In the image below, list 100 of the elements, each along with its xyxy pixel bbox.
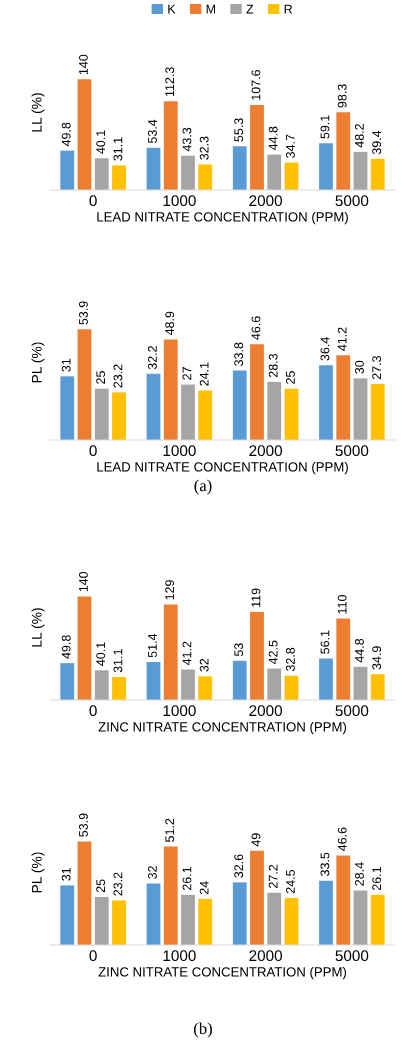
data-label: 30 [355,360,364,374]
bar [181,155,195,190]
bar [198,676,213,700]
data-label: 48.9 [165,311,175,336]
bar [112,392,126,440]
x-tick-label: 1000 [163,950,196,962]
data-label: 27.3 [372,355,382,380]
data-label: 129 [165,580,175,600]
x-axis-title: LEAD NITRATE CONCENTRATION (PPM) [97,461,348,475]
bar [284,388,299,440]
x-tick-label: 0 [89,195,97,207]
data-label: 27.2 [268,864,278,888]
bar [250,344,264,440]
text: (b) [194,1022,212,1038]
bar [112,900,126,945]
data-label: 40.1 [96,642,106,666]
legend-label: K [168,4,176,14]
bar [232,370,247,440]
bar [198,898,213,945]
bar [146,883,161,945]
data-label: 33.8 [234,342,244,366]
bar [336,355,351,440]
bar [353,378,368,440]
data-label: 48.2 [355,124,364,148]
data-label: 59.1 [320,115,330,139]
y-axis-title: PL (%) [31,852,45,893]
bar [77,596,92,700]
bar [198,164,213,190]
data-label: 53 [234,643,244,657]
bar [319,143,333,190]
data-label: 31 [61,358,71,372]
x-tick-label: 2000 [249,445,283,457]
bar [353,890,368,945]
data-label: 26.1 [372,866,382,891]
bar [370,894,385,945]
bar [370,383,385,440]
bar [250,611,264,700]
data-label: 56.1 [320,630,330,654]
bar [370,158,385,190]
data-label: 49.8 [61,122,71,147]
bar [77,329,92,440]
data-label: 41.2 [337,327,347,351]
bar [94,158,109,190]
bar [353,666,368,700]
bar [267,381,282,440]
data-label: 31.1 [113,649,123,673]
bar [77,841,92,945]
bar [94,896,109,945]
bar [319,658,333,700]
bar [232,146,247,190]
data-label: 32 [199,658,209,672]
y-axis-title: PL (%) [31,342,45,383]
x-tick-label: 2000 [249,705,283,717]
bar [77,79,92,190]
data-label: 24.1 [199,362,209,386]
data-label: 98.3 [337,84,347,108]
data-label: 23.2 [113,872,123,896]
bar [163,101,178,190]
bar [163,846,178,945]
data-label: 32.2 [148,345,157,370]
data-label: 34.7 [286,134,295,158]
data-label: 112.3 [165,67,175,97]
data-label: 24 [199,881,209,895]
bar [94,670,109,700]
bar [232,660,247,700]
bar [336,618,351,700]
data-label: 24.5 [286,869,295,894]
bar [146,147,161,190]
bar [146,661,161,700]
bar [250,104,264,190]
bar [336,112,351,190]
x-tick-label: 0 [89,950,97,962]
bar [267,892,282,945]
data-label: 44.8 [268,126,278,151]
bar [181,894,195,945]
x-tick-label: 2000 [249,950,283,962]
legend-label: M [206,4,216,14]
data-label: 43.3 [182,127,192,152]
x-tick-label: 1000 [163,445,196,457]
data-label: 25 [96,879,106,893]
data-label: 51.4 [148,633,157,658]
bar [336,855,351,945]
data-label: 31.1 [113,137,123,161]
data-label: 55.3 [234,118,244,142]
bar [284,897,299,945]
bar [198,390,213,440]
bar [232,882,247,945]
data-label: 23.2 [113,364,123,388]
data-label: 34.9 [372,646,382,670]
text: (a) [194,479,212,495]
bar [319,365,333,440]
data-label: 32.8 [286,647,295,672]
data-label: 53.9 [79,813,88,837]
data-label: 28.3 [268,353,278,378]
x-tick-label: 0 [89,445,97,457]
data-label: 42.5 [268,640,278,665]
data-label: 32.6 [234,854,244,878]
data-label: 25 [96,371,106,384]
data-label: 40.1 [96,130,106,154]
y-axis-title: LL (%) [31,93,45,132]
